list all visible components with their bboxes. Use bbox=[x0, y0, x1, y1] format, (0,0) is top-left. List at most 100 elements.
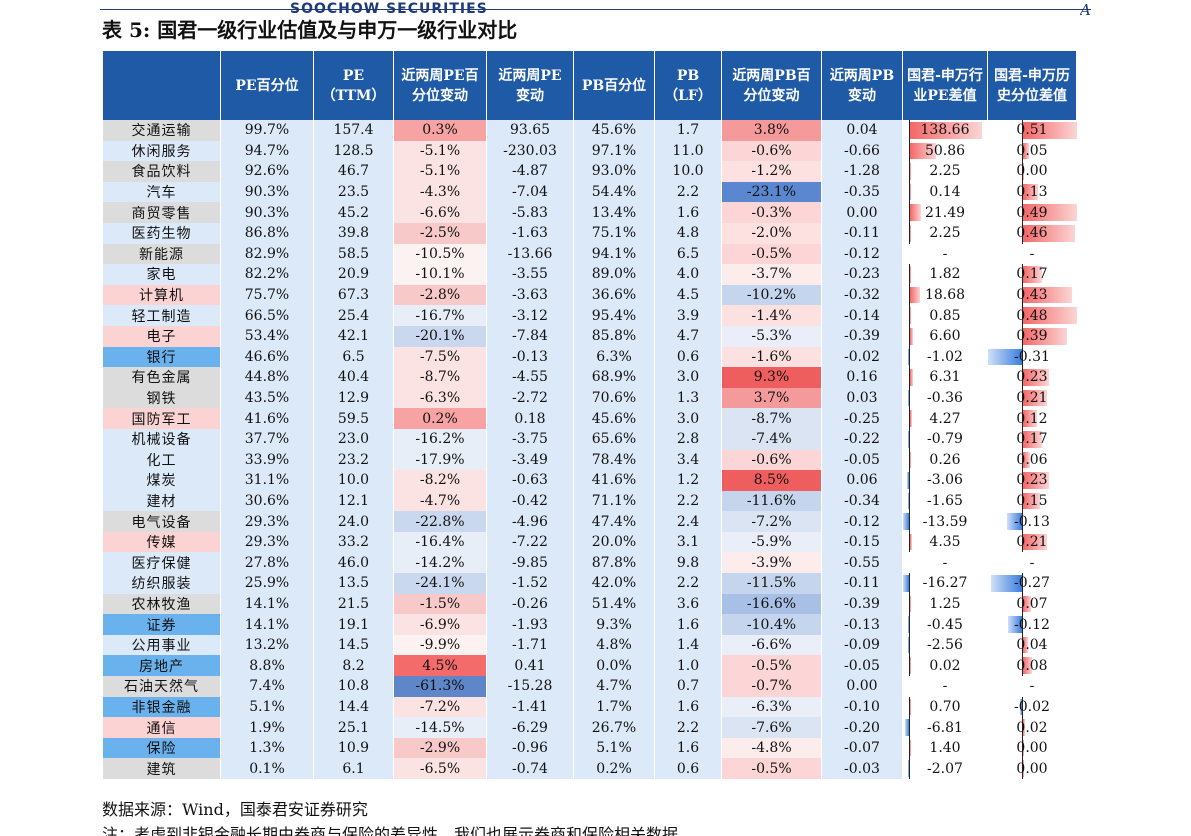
cell-value: 2.25 bbox=[929, 163, 961, 180]
cell-value: 41.6% bbox=[244, 410, 290, 427]
cell-pb: 2.8 bbox=[655, 428, 721, 450]
cell-value: 0.23 bbox=[1016, 472, 1048, 489]
cell-pe: 14.5 bbox=[314, 634, 393, 656]
cell-pe: 46.0 bbox=[314, 552, 393, 574]
cell-value: 1.6 bbox=[676, 616, 700, 633]
diff-bar bbox=[907, 472, 909, 489]
cell-pe-chg-pct: -61.3% bbox=[394, 676, 486, 697]
diff-bar bbox=[988, 348, 1022, 366]
cell-value: -0.12 bbox=[844, 245, 880, 262]
table-row: 房地产 8.8% 8.2 4.5% 0.41 0.0% 1.0 -0.5% -0.05 0.02 0… bbox=[103, 655, 1076, 677]
cell-value: -0.42 bbox=[512, 492, 548, 509]
cell-pb-chg-pct: -7.6% bbox=[722, 717, 821, 738]
cell-pb: 1.0 bbox=[655, 655, 721, 677]
cell-diff-hist: - bbox=[988, 243, 1076, 265]
cell-value: -0.05 bbox=[844, 451, 880, 468]
diff-bar bbox=[910, 410, 913, 427]
bar-axis bbox=[1022, 284, 1023, 306]
cell-pb: 11.0 bbox=[655, 140, 721, 162]
bar-axis bbox=[909, 593, 910, 615]
cell-pe-pct: 82.9% bbox=[221, 243, 313, 265]
cell-pb-chg: -0.12 bbox=[822, 511, 902, 532]
bar-axis bbox=[909, 202, 910, 223]
cell-pb: 1.7 bbox=[655, 120, 721, 141]
diff-bar bbox=[1023, 719, 1026, 736]
broker-name: SOOCHOW SECURITIES bbox=[290, 1, 488, 17]
bar-axis bbox=[909, 284, 910, 306]
cell-pe-pct: 99.7% bbox=[221, 120, 313, 141]
cell-pe-pct: 8.8% bbox=[221, 655, 313, 677]
cell-pe-chg: -5.83 bbox=[487, 202, 573, 223]
cell-pb-pct: 0.2% bbox=[574, 758, 654, 779]
cell-value: 3.0 bbox=[676, 369, 700, 386]
cell-pb-chg-pct: 3.8% bbox=[722, 120, 821, 141]
cell-pe-chg: 0.18 bbox=[487, 408, 573, 429]
cell-pe-pct: 0.1% bbox=[221, 758, 313, 779]
industry-name: 化工 bbox=[103, 449, 220, 471]
cell-value: 70.6% bbox=[591, 390, 637, 407]
cell-pb-chg: -0.05 bbox=[822, 655, 902, 677]
cell-diff-hist: 0.00 bbox=[988, 737, 1076, 759]
cell-value: -1.41 bbox=[512, 698, 548, 715]
cell-value: 0.12 bbox=[1016, 410, 1048, 427]
diff-bar bbox=[1019, 698, 1022, 716]
cell-diff-hist: 0.07 bbox=[988, 593, 1076, 615]
cell-pb-chg: -0.22 bbox=[822, 428, 902, 450]
diff-bar bbox=[991, 575, 1022, 592]
cell-diff-hist: 0.17 bbox=[988, 428, 1076, 450]
cell-value: -3.55 bbox=[512, 266, 548, 283]
cell-value: 87.8% bbox=[591, 554, 637, 571]
table-row: 新能源 82.9% 58.5 -10.5% -13.66 94.1% 6.5 -0.5% -0.… bbox=[103, 243, 1076, 265]
cell-value: -0.7% bbox=[751, 678, 792, 695]
diff-bar bbox=[910, 698, 911, 716]
cell-value: 45.6% bbox=[591, 122, 637, 139]
cell-diff-hist: 0.39 bbox=[988, 325, 1076, 347]
cell-pe-pct: 1.9% bbox=[221, 717, 313, 738]
cell-diff-pe: - bbox=[903, 243, 987, 265]
cell-pb-pct: 6.3% bbox=[574, 346, 654, 368]
cell-pe-chg-pct: -6.9% bbox=[394, 614, 486, 635]
cell-pb-pct: 93.0% bbox=[574, 161, 654, 182]
cell-pb-chg: -1.28 bbox=[822, 161, 902, 182]
cell-value: 53.4% bbox=[244, 328, 290, 345]
cell-value: -0.13 bbox=[512, 348, 548, 365]
cell-pe: 14.4 bbox=[314, 696, 393, 718]
cell-pb-chg: -0.07 bbox=[822, 737, 902, 759]
cell-pe-chg: -0.13 bbox=[487, 346, 573, 368]
cell-value: 42.1 bbox=[337, 328, 370, 345]
bar-axis bbox=[1022, 593, 1023, 615]
cell-pe-chg: -1.52 bbox=[487, 573, 573, 594]
cell-diff-pe: 50.86 bbox=[903, 140, 987, 162]
cell-pb: 9.8 bbox=[655, 552, 721, 574]
cell-diff-hist: - bbox=[988, 552, 1076, 574]
cell-value: -0.3% bbox=[751, 204, 792, 221]
valuation-table: PE百分位 PE （TTM） 近两周PE百 分位变动 近两周PE 变动 PB百分位 PB （LF）… bbox=[102, 51, 1077, 779]
cell-pe-chg-pct: -4.7% bbox=[394, 490, 486, 512]
bar-axis bbox=[909, 305, 910, 326]
cell-value: -2.8% bbox=[419, 287, 461, 304]
cell-diff-pe: - bbox=[903, 552, 987, 574]
cell-diff-hist: - bbox=[988, 676, 1076, 697]
cell-value: -6.81 bbox=[927, 719, 963, 736]
cell-value: 47.4% bbox=[591, 513, 637, 530]
cell-pb-chg: -0.15 bbox=[822, 531, 902, 553]
cell-value: 1.6 bbox=[676, 204, 700, 221]
column-header: 近两周PB百 分位变动 bbox=[722, 51, 821, 120]
cell-value: 0.2% bbox=[596, 760, 632, 777]
cell-value: 39.8 bbox=[337, 225, 370, 242]
diff-bar bbox=[1023, 183, 1038, 201]
bar-axis bbox=[1022, 614, 1023, 635]
cell-pb-chg-pct: -0.6% bbox=[722, 140, 821, 162]
bar-axis bbox=[909, 161, 910, 182]
cell-pe-pct: 33.9% bbox=[221, 449, 313, 471]
bar-axis bbox=[1022, 737, 1023, 759]
cell-value: -3.7% bbox=[751, 266, 792, 283]
cell-pb-chg: 0.00 bbox=[822, 202, 902, 223]
bar-axis bbox=[909, 140, 910, 162]
diff-bar bbox=[1023, 224, 1076, 242]
industry-name: 机械设备 bbox=[103, 428, 220, 450]
cell-value: 78.4% bbox=[591, 451, 637, 468]
diff-bar bbox=[910, 224, 912, 242]
cell-pb-chg-pct: -6.3% bbox=[722, 696, 821, 718]
cell-pb-chg-pct: -1.4% bbox=[722, 305, 821, 326]
